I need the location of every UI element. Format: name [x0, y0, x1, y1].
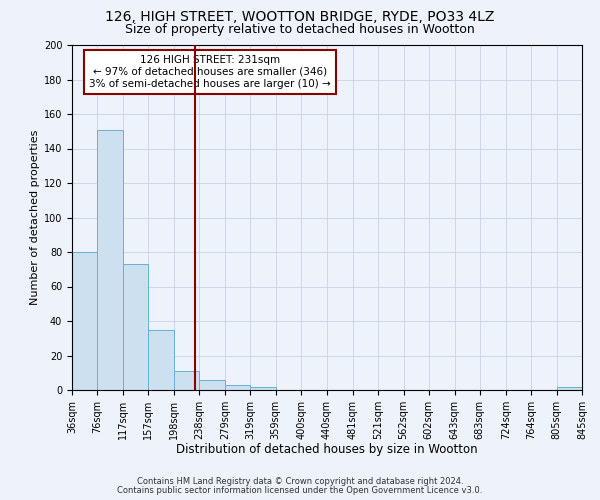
Text: Contains HM Land Registry data © Crown copyright and database right 2024.: Contains HM Land Registry data © Crown c…	[137, 477, 463, 486]
Bar	[225, 385, 250, 390]
X-axis label: Distribution of detached houses by size in Wootton: Distribution of detached houses by size …	[176, 444, 478, 456]
Bar	[97, 130, 123, 390]
Bar	[199, 380, 225, 390]
Bar	[250, 386, 275, 390]
Bar	[72, 252, 97, 390]
Bar	[174, 371, 199, 390]
Bar	[148, 330, 174, 390]
Y-axis label: Number of detached properties: Number of detached properties	[29, 130, 40, 305]
Bar	[557, 386, 582, 390]
Bar	[123, 264, 148, 390]
Text: 126, HIGH STREET, WOOTTON BRIDGE, RYDE, PO33 4LZ: 126, HIGH STREET, WOOTTON BRIDGE, RYDE, …	[106, 10, 494, 24]
Text: 126 HIGH STREET: 231sqm
← 97% of detached houses are smaller (346)
3% of semi-de: 126 HIGH STREET: 231sqm ← 97% of detache…	[89, 56, 331, 88]
Text: Contains public sector information licensed under the Open Government Licence v3: Contains public sector information licen…	[118, 486, 482, 495]
Text: Size of property relative to detached houses in Wootton: Size of property relative to detached ho…	[125, 22, 475, 36]
